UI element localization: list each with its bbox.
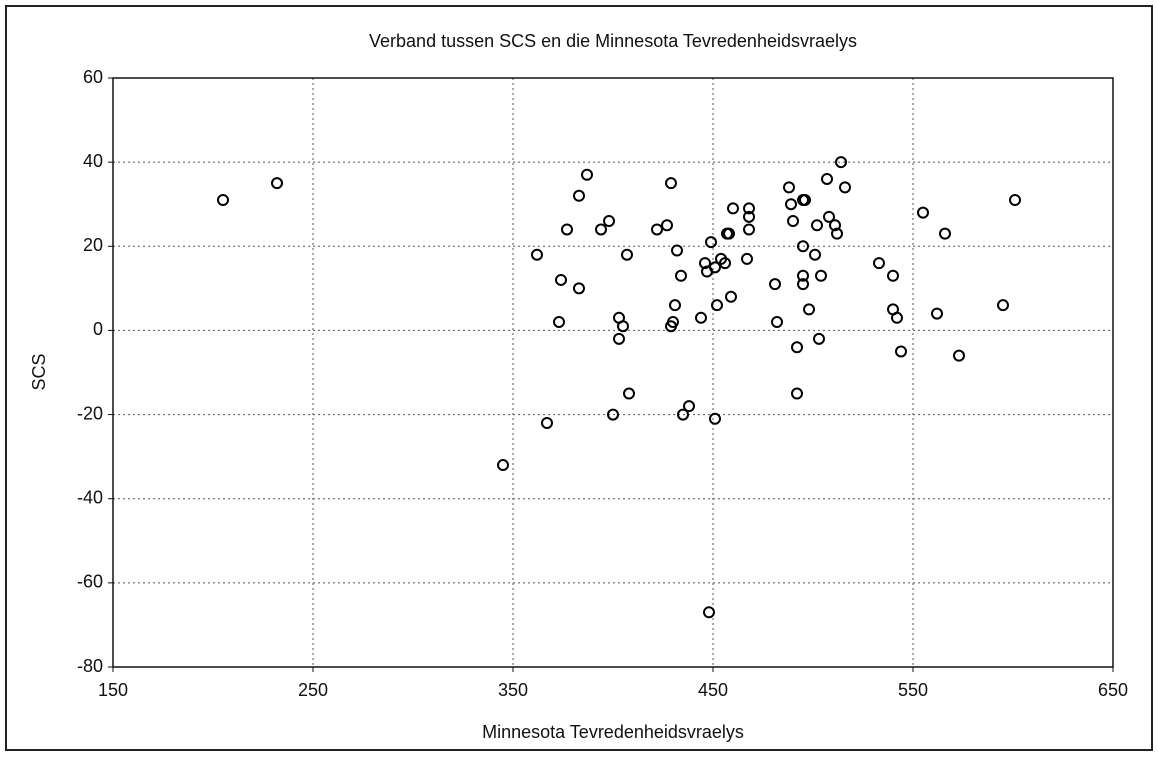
point xyxy=(791,341,803,354)
point xyxy=(783,181,795,194)
y-tick-label: 60 xyxy=(83,67,103,87)
point xyxy=(743,202,755,215)
point xyxy=(743,210,755,223)
x-tick-label: 450 xyxy=(698,680,728,700)
point xyxy=(997,299,1009,312)
y-tick-label: -40 xyxy=(77,487,103,507)
point xyxy=(573,189,585,202)
point xyxy=(895,345,907,358)
y-tick-label: -20 xyxy=(77,403,103,423)
point xyxy=(677,408,689,421)
point xyxy=(699,257,711,270)
point xyxy=(555,273,567,286)
point xyxy=(561,223,573,236)
y-tick-label: -60 xyxy=(77,572,103,592)
point xyxy=(709,261,721,274)
point xyxy=(803,303,815,316)
point xyxy=(813,332,825,345)
point xyxy=(797,269,809,282)
y-tick-label: 0 xyxy=(93,319,103,339)
point xyxy=(791,387,803,400)
y-tick-label: 40 xyxy=(83,151,103,171)
point xyxy=(665,320,677,333)
point xyxy=(603,215,615,228)
point xyxy=(709,412,721,425)
point xyxy=(675,269,687,282)
point xyxy=(581,168,593,181)
x-axis-label: Minnesota Tevredenheidsvraelys xyxy=(482,722,744,742)
point xyxy=(769,278,781,291)
point xyxy=(607,408,619,421)
point xyxy=(541,416,553,429)
point xyxy=(953,349,965,362)
point xyxy=(815,269,827,282)
chart-title: Verband tussen SCS en die Minnesota Tevr… xyxy=(369,31,857,51)
point xyxy=(497,459,509,472)
x-tick-label: 550 xyxy=(898,680,928,700)
point xyxy=(723,227,735,240)
point xyxy=(695,311,707,324)
point xyxy=(617,320,629,333)
point xyxy=(797,278,809,291)
point xyxy=(531,248,543,261)
point xyxy=(613,332,625,345)
point xyxy=(621,248,633,261)
point xyxy=(799,194,811,207)
point xyxy=(823,210,835,223)
point xyxy=(683,400,695,413)
point xyxy=(651,223,663,236)
point xyxy=(665,177,677,190)
point xyxy=(797,240,809,253)
point xyxy=(743,223,755,236)
y-tick-label: -80 xyxy=(77,656,103,676)
point xyxy=(787,215,799,228)
point xyxy=(839,181,851,194)
point xyxy=(271,177,283,190)
point xyxy=(835,156,847,169)
point xyxy=(727,202,739,215)
point xyxy=(887,269,899,282)
point xyxy=(595,223,607,236)
point xyxy=(831,227,843,240)
point xyxy=(917,206,929,219)
x-tick-label: 650 xyxy=(1098,680,1128,700)
x-tick-label: 250 xyxy=(298,680,328,700)
point xyxy=(939,227,951,240)
point xyxy=(705,236,717,249)
point xyxy=(811,219,823,232)
plot-area xyxy=(112,77,1114,668)
point xyxy=(725,290,737,303)
point xyxy=(829,219,841,232)
x-tick-label: 350 xyxy=(498,680,528,700)
point xyxy=(711,299,723,312)
point xyxy=(821,172,833,185)
point xyxy=(771,316,783,329)
point xyxy=(719,257,731,270)
point xyxy=(623,387,635,400)
x-tick-label: 150 xyxy=(98,680,128,700)
point xyxy=(741,252,753,265)
point xyxy=(891,311,903,324)
point xyxy=(661,219,673,232)
point xyxy=(809,248,821,261)
point xyxy=(703,606,715,619)
point xyxy=(217,194,229,207)
point xyxy=(785,198,797,211)
y-axis-label: SCS xyxy=(29,353,49,390)
point xyxy=(873,257,885,270)
point xyxy=(669,299,681,312)
point xyxy=(553,316,565,329)
point xyxy=(671,244,683,257)
y-tick-label: 20 xyxy=(83,235,103,255)
point xyxy=(1009,194,1021,207)
point xyxy=(931,307,943,320)
point xyxy=(573,282,585,295)
frame xyxy=(5,5,1153,751)
